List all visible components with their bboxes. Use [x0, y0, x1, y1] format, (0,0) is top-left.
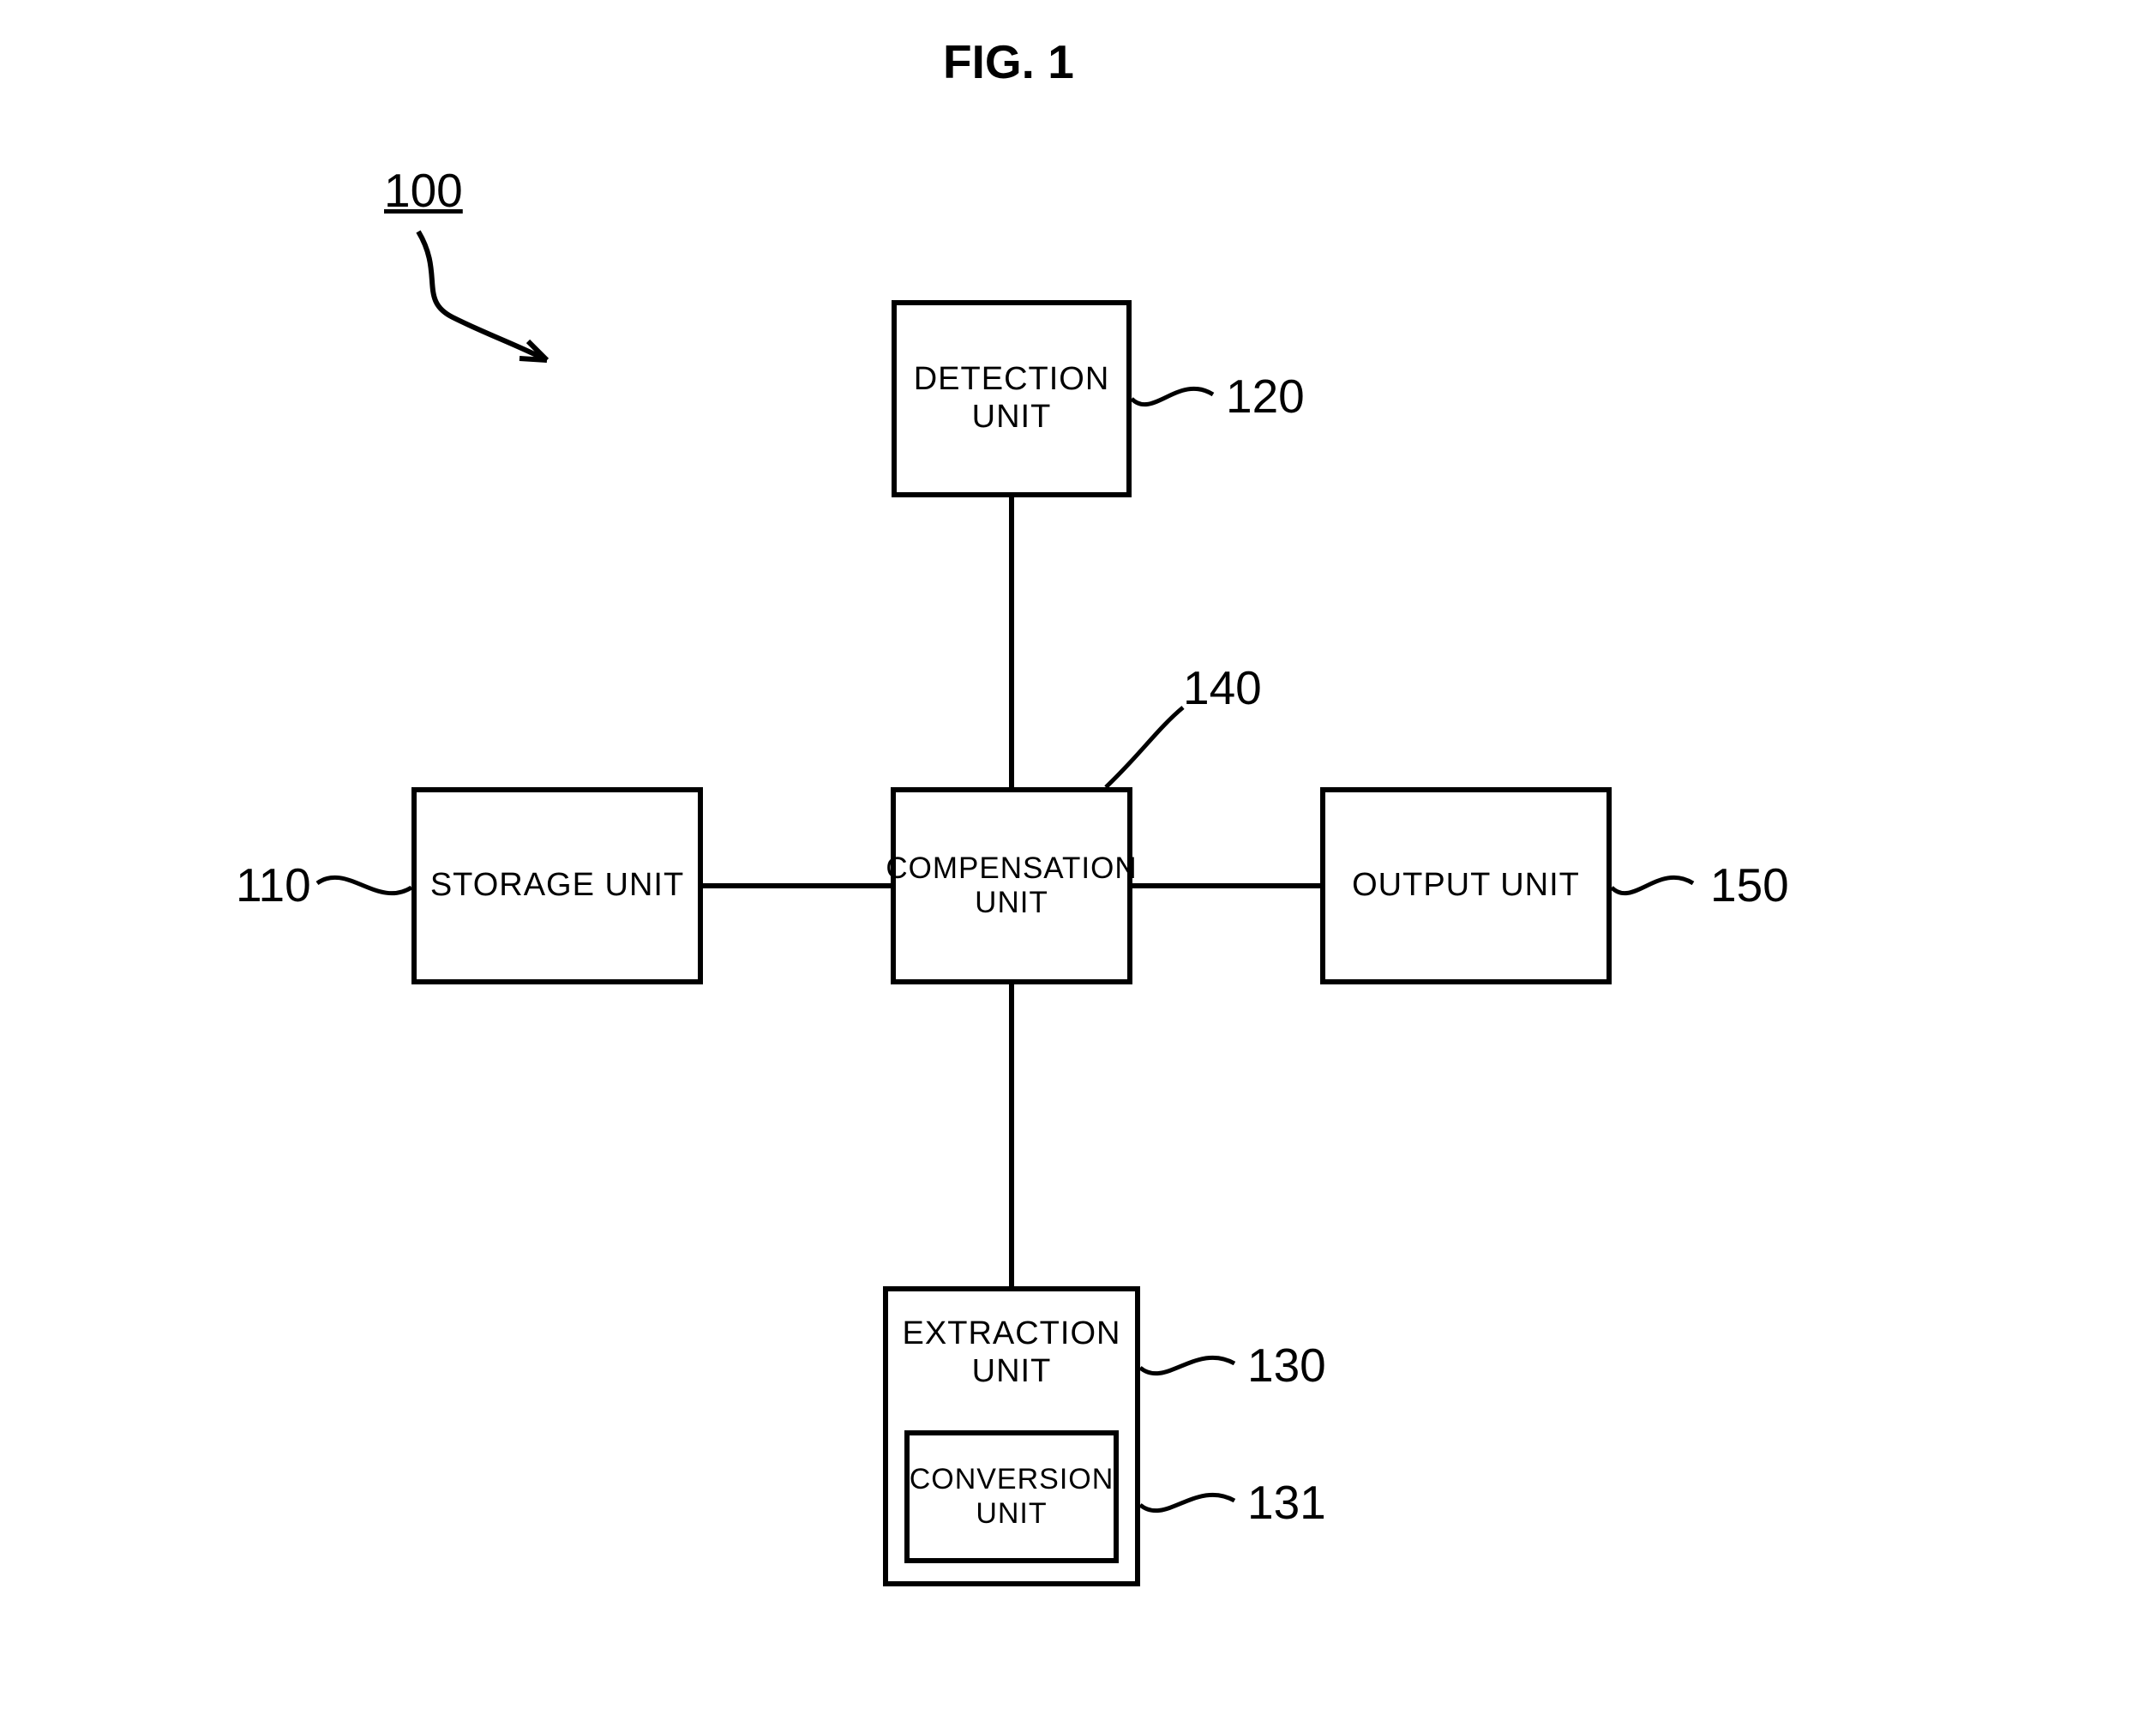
compensation-unit-line1: COMPENSATION [886, 851, 1137, 886]
output-unit-line1: OUTPUT UNIT [1352, 867, 1580, 905]
edge-compensation-extraction [1009, 984, 1014, 1286]
storage-ref-label: 110 [236, 858, 311, 912]
edge-detection-compensation [1009, 497, 1014, 787]
output-ref-label: 150 [1710, 858, 1789, 912]
output-unit-box: OUTPUT UNIT [1320, 787, 1612, 984]
output-ref-leader [1612, 858, 1706, 918]
figure-title: FIG. 1 [943, 34, 1074, 89]
storage-unit-line1: STORAGE UNIT [430, 867, 684, 905]
conversion-ref-label: 131 [1247, 1475, 1326, 1530]
extraction-unit-line2: UNIT [972, 1353, 1052, 1391]
conversion-unit-line1: CONVERSION [910, 1463, 1114, 1496]
detection-ref-label: 120 [1226, 369, 1305, 424]
detection-ref-leader [1132, 369, 1226, 429]
extraction-unit-line1: EXTRACTION [903, 1315, 1121, 1353]
compensation-unit-line2: UNIT [975, 886, 1048, 920]
conversion-ref-leader [1140, 1475, 1243, 1535]
conversion-unit-box: CONVERSION UNIT [904, 1430, 1119, 1563]
storage-ref-leader [317, 858, 411, 918]
compensation-ref-leader [1097, 703, 1200, 789]
edge-storage-compensation [703, 883, 891, 888]
compensation-ref-label: 140 [1183, 660, 1262, 715]
detection-unit-box: DETECTION UNIT [892, 300, 1132, 497]
conversion-unit-line2: UNIT [976, 1497, 1047, 1531]
detection-unit-line2: UNIT [972, 399, 1052, 436]
compensation-unit-box: COMPENSATION UNIT [891, 787, 1132, 984]
figure-ref-100: 100 [384, 163, 463, 218]
diagram-canvas: FIG. 1 100 DETECTION UNIT 120 140 STORAG… [0, 0, 2156, 1709]
extraction-ref-leader [1140, 1338, 1243, 1398]
ref-100-arrow [384, 223, 607, 360]
storage-unit-box: STORAGE UNIT [411, 787, 703, 984]
detection-unit-line1: DETECTION [914, 361, 1110, 399]
extraction-ref-label: 130 [1247, 1338, 1326, 1393]
edge-compensation-output [1132, 883, 1320, 888]
